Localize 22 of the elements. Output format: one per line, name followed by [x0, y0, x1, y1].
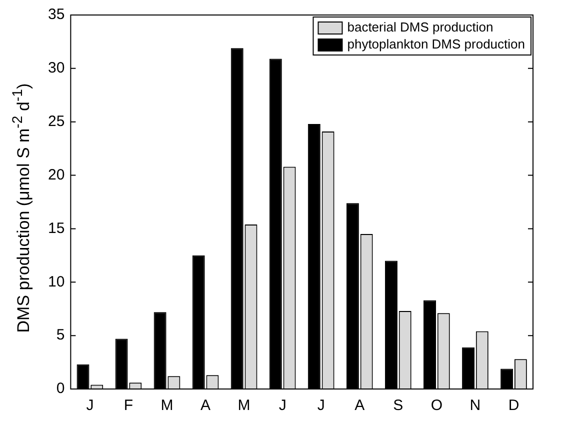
- x-tick-label: J: [317, 397, 325, 414]
- y-tick-label: 5: [56, 326, 65, 344]
- legend-label: bacterial DMS production: [347, 20, 494, 35]
- x-tick-label: D: [508, 397, 520, 414]
- y-tick-label: 35: [48, 6, 65, 24]
- x-tick-label: A: [200, 397, 211, 414]
- x-tick-label: S: [393, 397, 404, 414]
- y-tick-label: 0: [56, 380, 65, 398]
- x-tick-label: A: [354, 397, 365, 414]
- y-tick-label: 25: [48, 113, 65, 130]
- y-tick-label: 15: [48, 220, 65, 237]
- y-tick-label: 20: [48, 166, 65, 184]
- x-tick-label: F: [124, 397, 134, 414]
- y-tick-label: 30: [48, 60, 65, 77]
- x-tick-label: N: [470, 397, 481, 414]
- x-tick-label: J: [278, 397, 286, 414]
- x-tick-label: M: [160, 397, 174, 414]
- x-tick-label: J: [86, 397, 94, 414]
- x-tick-label: O: [430, 397, 443, 414]
- legend-label: phytoplankton DMS production: [347, 36, 526, 52]
- y-tick-label: 10: [48, 273, 65, 290]
- x-tick-label: M: [238, 397, 250, 414]
